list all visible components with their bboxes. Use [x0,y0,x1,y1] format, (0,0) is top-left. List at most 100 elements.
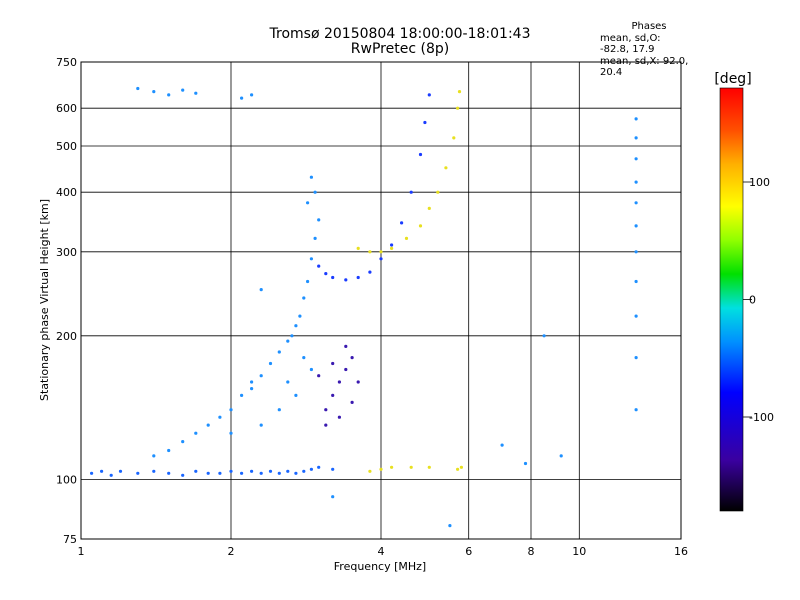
data-point [313,236,317,240]
colorbar-tick-label: 0 [749,294,756,307]
data-point [634,250,638,254]
y-tick-label: 200 [56,330,77,343]
data-point [152,469,156,473]
data-point [167,471,171,475]
data-point [324,272,328,276]
data-point [457,90,462,94]
data-point [409,465,413,469]
data-point [167,93,171,97]
data-point [259,288,263,292]
phases-o-line: mean, sd,O: -82.8, 17.9 [600,32,661,56]
grid [80,61,682,540]
data-point [542,334,546,338]
data-point [452,136,456,140]
data-point [418,224,423,228]
data-point [634,356,638,360]
y-tick-label: 100 [56,473,77,486]
data-point [427,93,431,97]
data-point [427,206,431,210]
data-point [136,86,140,91]
chart-subtitle: RwPretec (8p) [350,41,450,57]
data-point [559,454,563,458]
data-point [277,408,281,412]
data-point [218,415,222,419]
data-point [218,471,222,475]
data-point [250,469,254,473]
data-point [317,374,321,378]
data-point [309,257,313,261]
colorbar-tick-label: -100 [749,411,774,424]
data-point [306,279,310,284]
x-tick-label: 2 [228,545,235,558]
data-point [194,469,198,473]
data-point [634,136,638,140]
data-point [390,246,394,250]
data-point [500,443,504,447]
data-point [331,495,335,499]
data-point [634,157,638,161]
data-point [400,221,404,225]
data-point [118,469,123,473]
data-point [409,190,413,194]
x-tick-label: 6 [465,545,472,558]
data-point [317,465,321,469]
data-point [634,224,638,228]
data-point [324,408,328,412]
data-point [634,117,638,121]
y-tick-label: 400 [56,186,77,199]
data-point [309,175,313,179]
data-point [229,431,233,435]
data-point [634,279,638,284]
data-point [109,473,113,477]
data-point [436,190,440,194]
data-point [390,243,394,247]
data-point [152,90,156,94]
data-point [90,471,94,475]
data-point [250,380,254,384]
data-point [337,415,341,419]
data-point [313,190,317,194]
data-point [317,218,321,222]
data-point [356,246,360,250]
data-point [302,296,306,300]
data-point [448,524,452,528]
data-point [286,469,290,473]
data-points [90,86,638,528]
x-tick-label: 10 [572,545,586,558]
data-point [240,96,244,100]
data-point [634,180,638,184]
data-point [344,367,348,372]
y-tick-label: 500 [56,140,77,153]
data-point [100,469,104,473]
data-point [344,278,348,282]
data-point [309,467,313,471]
data-point [181,88,185,92]
data-point [331,361,335,366]
y-axis-label: Stationary phase Virtual Height [km] [38,199,51,401]
data-point [298,314,302,318]
data-point [194,91,198,95]
data-point [136,471,140,475]
data-point [337,380,341,384]
data-point [206,471,210,475]
data-point [634,408,638,412]
colorbar-tick-label: 100 [749,176,770,189]
data-point [152,454,156,458]
data-point [634,201,638,205]
data-point [368,250,372,254]
data-point [331,393,335,397]
data-point [368,270,372,274]
data-point [306,201,310,205]
x-tick-label: 4 [378,545,385,558]
data-point [206,423,210,427]
data-point [418,152,423,157]
data-point [444,166,448,170]
data-point [167,448,171,453]
data-point [324,423,328,427]
y-tick-label: 600 [56,102,77,115]
data-point [290,334,294,338]
data-point [309,367,313,372]
data-point [181,440,185,444]
data-point [259,423,263,427]
